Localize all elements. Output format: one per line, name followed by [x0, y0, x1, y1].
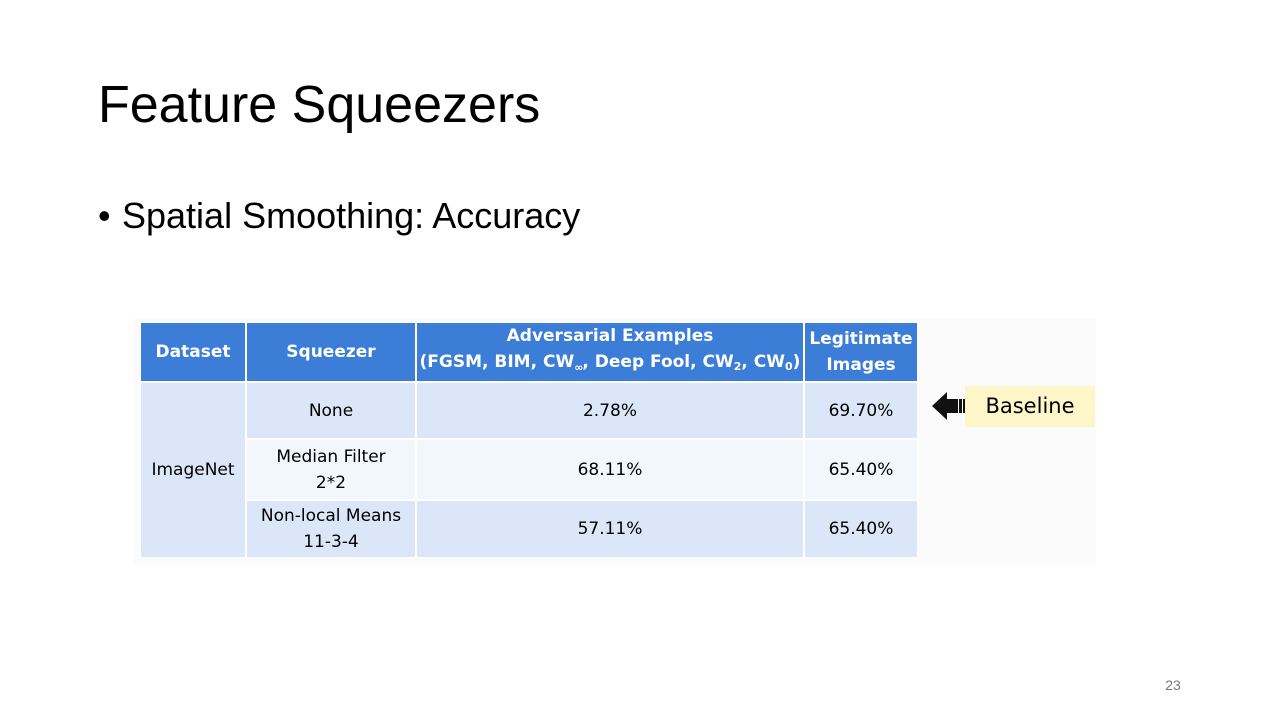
cell-squeezer-line1: Non-local Means [260, 506, 402, 526]
table-header-row: Dataset Squeezer Adversarial Examples (F… [139, 321, 919, 383]
header-adversarial-examples: Adversarial Examples (FGSM, BIM, CW∞, De… [415, 321, 805, 383]
cell-legitimate: 65.40% [803, 499, 919, 559]
bullet-text: Spatial Smoothing: Accuracy [122, 195, 581, 236]
cell-squeezer-line2: 11-3-4 [303, 532, 359, 552]
cell-squeezer: Non-local Means 11-3-4 [245, 499, 417, 559]
cell-legitimate: 69.70% [803, 381, 919, 440]
bullet-dot: • [98, 195, 111, 236]
slide-title: Feature Squeezers [98, 76, 541, 134]
cell-dataset: ImageNet [139, 381, 247, 559]
header-adv-text-2: , Deep Fool, CW [582, 352, 734, 372]
cell-squeezer-line2: 2*2 [315, 472, 347, 493]
table-row: ImageNet None 2.78% 69.70% [139, 381, 919, 559]
table-row: Non-local Means 11-3-4 57.11% 65.40% [140, 499, 919, 559]
header-dataset: Dataset [139, 321, 247, 383]
header-adv-sub-3: 0 [785, 360, 793, 373]
cell-adversarial: 68.11% [415, 438, 805, 501]
baseline-callout: Baseline [965, 386, 1095, 427]
cell-squeezer-line1: None [308, 400, 354, 421]
cell-adversarial: 57.11% [415, 499, 805, 559]
header-adversarial-line1: Adversarial Examples [506, 326, 714, 346]
cell-squeezer: Median Filter 2*2 [245, 438, 417, 501]
arrow-left-icon [932, 392, 965, 420]
cell-squeezer: None [245, 381, 417, 440]
header-adversarial-line2: (FGSM, BIM, CW∞, Deep Fool, CW2, CW0) [417, 349, 803, 381]
header-squeezer: Squeezer [245, 321, 417, 383]
cell-squeezer-line1: Median Filter [276, 446, 386, 467]
results-table: Dataset Squeezer Adversarial Examples (F… [139, 321, 919, 559]
header-legitimate-images: Legitimate Images [803, 321, 919, 383]
header-adv-sub-2: 2 [733, 360, 742, 373]
header-legitimate-line1: Legitimate [809, 329, 913, 349]
cell-legitimate: 65.40% [803, 438, 919, 501]
bullet-item: • Spatial Smoothing: Accuracy [98, 194, 580, 238]
page-number: 23 [1165, 677, 1181, 693]
header-adv-text-4: ) [792, 352, 801, 372]
header-legitimate-line2: Images [826, 355, 896, 375]
header-adv-sub-1: ∞ [574, 361, 583, 374]
table-row: Median Filter 2*2 68.11% 65.40% [140, 438, 919, 501]
header-adv-text-1: (FGSM, BIM, CW [419, 352, 575, 372]
cell-adversarial: 2.78% [415, 381, 805, 440]
header-adv-text-3: , CW [741, 352, 786, 372]
